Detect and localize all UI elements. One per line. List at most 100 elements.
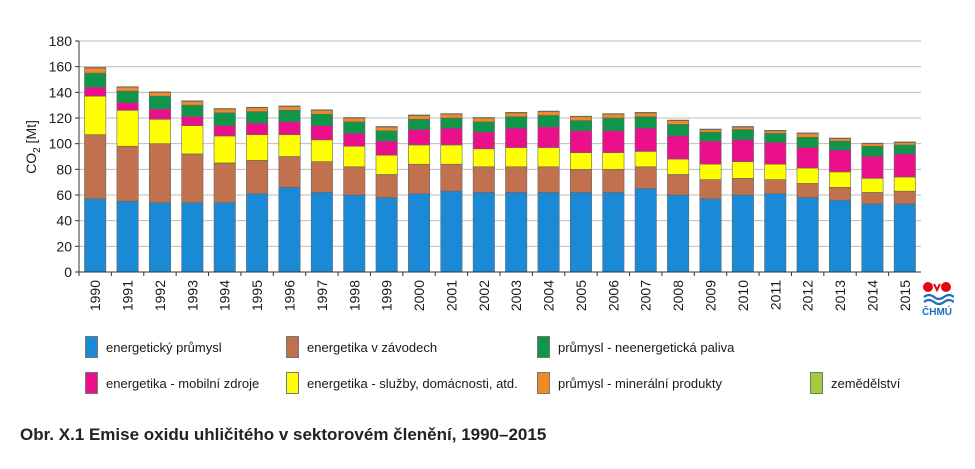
- y-tick-label: 100: [49, 136, 73, 152]
- bar-segment: [84, 67, 107, 69]
- bar-segment: [893, 142, 916, 146]
- bar-segment: [893, 153, 916, 178]
- bar-segment: [84, 95, 107, 135]
- bar-segment: [829, 149, 852, 173]
- bar-segment: [472, 192, 495, 273]
- bar-segment: [699, 163, 722, 180]
- bar-segment: [310, 109, 333, 111]
- bar-segment: [148, 143, 171, 204]
- bar-segment: [440, 117, 463, 129]
- bar-segment: [731, 126, 754, 128]
- y-tick-label: 80: [56, 161, 72, 177]
- bar-segment: [699, 131, 722, 142]
- bar-segment: [537, 110, 560, 112]
- bar-segment: [181, 202, 204, 273]
- y-tick-label: 0: [64, 264, 72, 280]
- bar-segment: [829, 137, 852, 139]
- x-tick-label: 1991: [120, 280, 136, 311]
- bar-segment: [861, 178, 884, 193]
- bar-segment: [667, 119, 690, 121]
- bar-segment: [213, 202, 236, 273]
- bar-segment: [246, 134, 269, 161]
- chmu-logo-mark: [923, 282, 955, 306]
- x-tick-label: 2006: [605, 280, 621, 311]
- bar-segment: [893, 144, 916, 155]
- bar-segment: [246, 160, 269, 195]
- bar-segment: [602, 152, 625, 170]
- bar-segment: [213, 112, 236, 127]
- bar-segment: [440, 113, 463, 119]
- bar-segment: [731, 178, 754, 196]
- bar-segment: [764, 133, 787, 143]
- bar-segment: [569, 120, 592, 132]
- bar-segment: [829, 171, 852, 188]
- y-axis-label: CO2 [Mt]: [23, 120, 43, 174]
- bar-segment: [278, 106, 301, 111]
- bar-segment: [310, 139, 333, 162]
- bar-segment: [537, 111, 560, 116]
- x-tick-label: 2007: [638, 280, 654, 311]
- bar-segment: [796, 147, 819, 169]
- bar-segment: [829, 187, 852, 201]
- bar-segment: [375, 174, 398, 198]
- bar-segment: [893, 176, 916, 192]
- bar-segment: [537, 115, 560, 128]
- bar-segment: [408, 193, 431, 273]
- bar-segment: [84, 198, 107, 273]
- bar-segment: [472, 166, 495, 193]
- bar-segment: [246, 107, 269, 112]
- bar-segment: [634, 127, 657, 152]
- bar-segment: [375, 140, 398, 156]
- bar-segment: [116, 110, 139, 147]
- bar-segment: [634, 166, 657, 189]
- bar-segment: [116, 145, 139, 202]
- bar-segment: [440, 163, 463, 192]
- bar-segment: [764, 142, 787, 165]
- bar-segment: [731, 129, 754, 141]
- x-tick-label: 1992: [152, 280, 168, 311]
- bar-segment: [181, 104, 204, 118]
- y-tick-label: 180: [49, 33, 73, 49]
- bar-segment: [861, 145, 884, 157]
- bar-segment: [667, 120, 690, 125]
- x-tick-label: 2002: [476, 280, 492, 311]
- bar-segment: [343, 117, 366, 123]
- bar-segment: [537, 166, 560, 193]
- bar-segment: [634, 188, 657, 273]
- x-tick-label: 2015: [897, 280, 913, 311]
- bar-segment: [116, 86, 139, 88]
- bar-segment: [440, 144, 463, 165]
- bar-segment: [505, 127, 528, 148]
- bar-segment: [84, 72, 107, 88]
- bar-segment: [537, 126, 560, 148]
- x-tick-label: 2011: [767, 280, 783, 310]
- gridlines: [79, 40, 921, 247]
- bar-segment: [764, 130, 787, 134]
- bar-segment: [181, 101, 204, 106]
- x-tick-label: 2004: [541, 280, 557, 311]
- bar-segment: [505, 166, 528, 193]
- bar-segment: [796, 167, 819, 184]
- bar-segment: [408, 114, 431, 116]
- bar-segment: [246, 111, 269, 124]
- x-tick-label: 2009: [703, 280, 719, 311]
- bar-segment: [148, 91, 171, 93]
- bar-segment: [181, 153, 204, 204]
- x-tick-label: 2013: [832, 280, 848, 311]
- bar-segment: [246, 106, 269, 109]
- bar-segment: [731, 161, 754, 179]
- bar-segment: [408, 163, 431, 195]
- x-tick-label: 2003: [508, 280, 524, 311]
- bar-segment: [893, 141, 916, 143]
- bar-segment: [634, 112, 657, 114]
- bar-segment: [310, 125, 333, 141]
- bar-segment: [569, 130, 592, 153]
- bar-segment: [408, 129, 431, 146]
- bar-segment: [699, 179, 722, 200]
- bar-segment: [667, 158, 690, 175]
- bar-segment: [667, 194, 690, 273]
- bar-segment: [278, 105, 301, 107]
- bar-segment: [408, 118, 431, 130]
- x-tick-label: 1993: [184, 280, 200, 311]
- bar-segment: [116, 90, 139, 103]
